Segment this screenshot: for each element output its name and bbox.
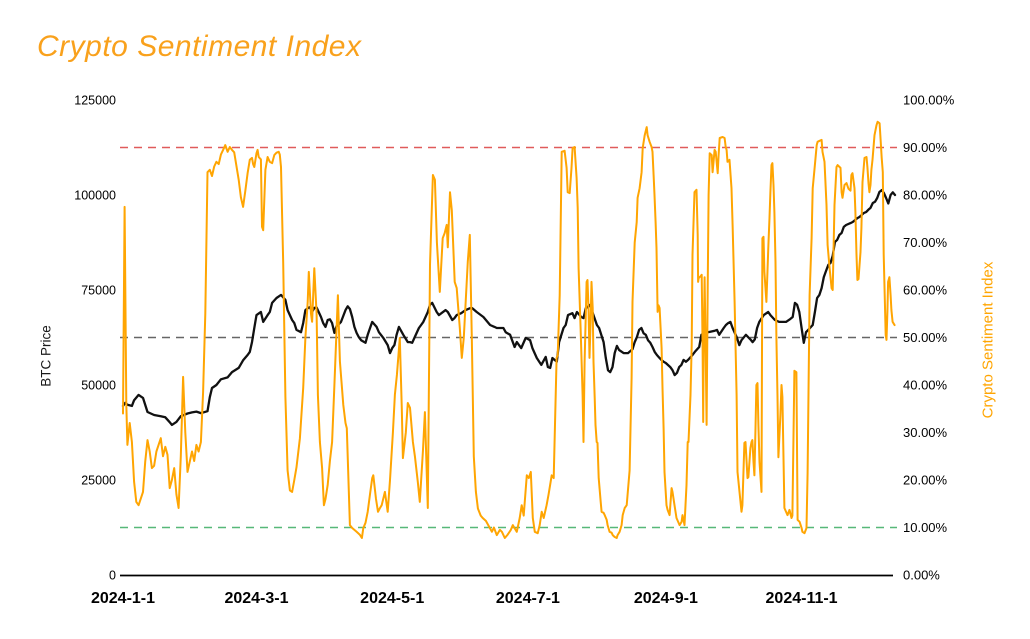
- left-tick-label: 0: [109, 569, 116, 583]
- left-tick-label: 100000: [74, 189, 116, 203]
- right-tick-label: 70.00%: [903, 235, 948, 250]
- left-tick-label: 50000: [81, 379, 116, 393]
- x-tick-label: 2024-3-1: [224, 590, 288, 607]
- x-tick-label: 2024-9-1: [634, 590, 698, 607]
- x-tick-label: 2024-11-1: [766, 590, 838, 607]
- right-tick-label: 100.00%: [903, 93, 955, 108]
- btc-price-line: [121, 188, 897, 427]
- right-tick-label: 10.00%: [903, 520, 948, 535]
- left-tick-label: 75000: [81, 284, 116, 298]
- right-tick-label: 60.00%: [903, 283, 948, 298]
- right-tick-label: 0.00%: [903, 568, 940, 583]
- right-tick-label: 40.00%: [903, 378, 948, 393]
- x-tick-label: 2024-5-1: [360, 590, 424, 607]
- sentiment-line: [122, 120, 896, 539]
- page-title: Crypto Sentiment Index: [37, 30, 362, 63]
- right-tick-label: 20.00%: [903, 473, 948, 488]
- right-tick-label: 80.00%: [903, 188, 948, 203]
- left-tick-label: 25000: [81, 474, 116, 488]
- right-tick-label: 50.00%: [903, 330, 948, 345]
- x-tick-label: 2024-1-1: [91, 590, 155, 607]
- right-tick-label: 90.00%: [903, 140, 948, 155]
- left-axis-title: BTC Price: [38, 325, 54, 387]
- right-axis-title: Crypto Sentiment Index: [979, 261, 997, 419]
- left-tick-label: 125000: [74, 94, 116, 108]
- right-tick-label: 30.00%: [903, 425, 948, 440]
- x-tick-label: 2024-7-1: [496, 590, 560, 607]
